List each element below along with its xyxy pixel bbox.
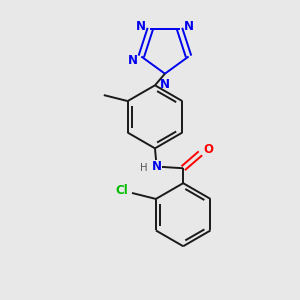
Text: O: O <box>204 143 214 156</box>
Text: N: N <box>184 20 194 32</box>
Text: N: N <box>128 54 138 67</box>
Text: Cl: Cl <box>116 184 128 197</box>
Text: H: H <box>140 163 148 173</box>
Text: N: N <box>160 78 170 91</box>
Text: N: N <box>136 20 146 32</box>
Text: N: N <box>152 160 162 173</box>
